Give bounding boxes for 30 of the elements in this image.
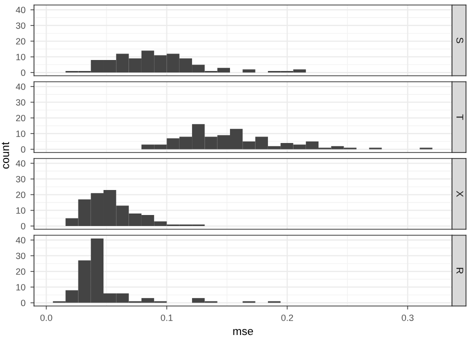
x-tick-label: 0.2 <box>281 314 294 321</box>
y-tick-label: 30 <box>16 252 26 260</box>
y-tick-label: 40 <box>16 6 26 14</box>
y-tick-label: 0 <box>21 146 26 153</box>
y-tick-label: 20 <box>16 38 26 45</box>
y-tick-label: 10 <box>16 284 26 290</box>
text: X <box>456 190 464 197</box>
x-tick-label: 0.1 <box>160 314 173 321</box>
y-tick-label: 30 <box>16 99 26 106</box>
y-tick-label: 20 <box>16 192 26 198</box>
y-tick-label: 40 <box>16 84 26 90</box>
y-tick-label: 10 <box>16 207 26 214</box>
text: T <box>456 114 464 120</box>
y-tick-label: 40 <box>16 160 26 167</box>
text: R <box>456 268 464 274</box>
y-tick-label: 30 <box>16 176 26 182</box>
y-tick-label: 20 <box>16 114 26 122</box>
text: S <box>456 38 464 44</box>
y-tick-label: 40 <box>16 237 26 244</box>
y-tick-label: 10 <box>16 130 26 137</box>
y-tick-label: 10 <box>16 54 26 60</box>
y-tick-label: 0 <box>21 223 26 230</box>
y-tick-label: 0 <box>21 300 26 306</box>
y-tick-label: 0 <box>21 70 26 76</box>
x-tick-label: 0.3 <box>402 314 414 321</box>
y-axis-title: count <box>2 142 10 169</box>
y-tick-label: 30 <box>16 22 26 29</box>
x-tick-label: 0.0 <box>40 314 52 321</box>
y-tick-label: 20 <box>16 268 26 275</box>
x-axis-title: mse <box>233 328 253 336</box>
